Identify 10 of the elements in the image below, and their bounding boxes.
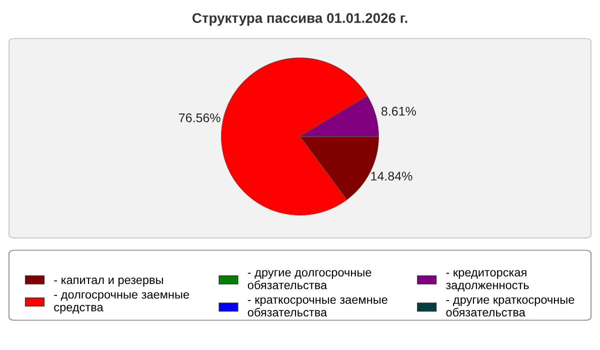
legend-label: - другие долгосрочные обязательства	[248, 270, 372, 290]
legend-label: - долгосрочные заемные средства	[54, 292, 190, 314]
chart-title: Структура пассива 01.01.2026 г.	[192, 13, 408, 26]
legend-label: - другие краткосрочные обязательства	[446, 297, 574, 317]
data-label: 76.56%	[179, 113, 220, 122]
data-label: 8.61%	[381, 106, 416, 116]
legend-label: - кредиторская задолженность	[446, 270, 529, 292]
data-label: 14.84%	[371, 172, 412, 181]
legend-label: - краткосрочные заемные обязательства	[248, 297, 388, 317]
legend-label: - капитал и резервы	[54, 278, 163, 286]
